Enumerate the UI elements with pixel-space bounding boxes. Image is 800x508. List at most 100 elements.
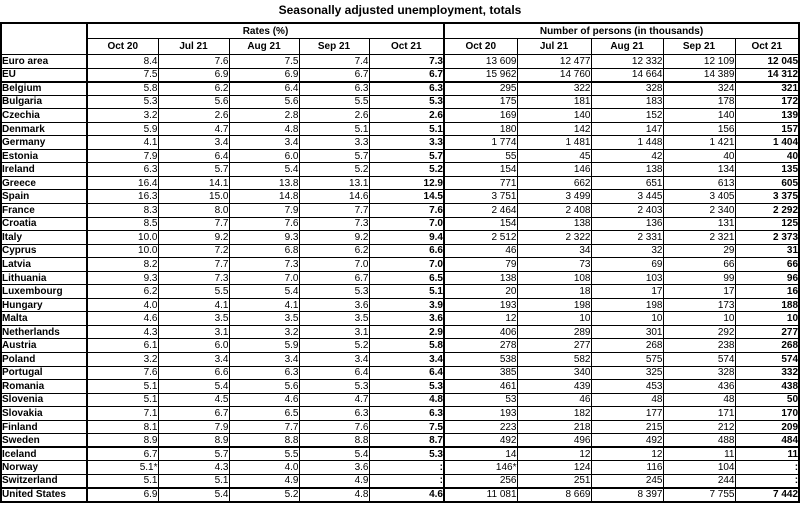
persons-cell: 322: [516, 80, 592, 96]
persons-cell: 20: [443, 284, 518, 299]
persons-cell: 183: [590, 94, 664, 110]
persons-cell: 7 755: [662, 487, 736, 503]
rate-cell: 4.9: [228, 473, 300, 489]
table-row: Austria 6.1 6.0 5.9 5.2 5.8 278 277 268 238 268: [0, 338, 800, 354]
rate-cell: 14.5: [368, 189, 445, 204]
persons-cell: 10: [734, 311, 800, 326]
persons-cell: 292: [662, 324, 736, 340]
rate-cell: 9.3: [228, 230, 300, 245]
rate-cell: :: [368, 473, 445, 489]
rate-cell: 2.9: [368, 324, 445, 340]
rate-cell: 13.8: [228, 175, 300, 191]
persons-cell: 173: [662, 297, 736, 313]
rate-cell: 8.4: [86, 54, 159, 69]
rate-cell: 8.2: [86, 257, 159, 272]
table-row: Belgium 5.8 6.2 6.4 6.3 6.3 295 322 328 324 321: [0, 80, 800, 96]
table-row: Denmark 5.9 4.7 4.8 5.1 5.1 180 142 147 156 157: [0, 121, 800, 137]
table-row: Finland 8.1 7.9 7.7 7.6 7.5 223 218 215 212 209: [0, 419, 800, 435]
persons-cell: 198: [516, 297, 592, 313]
persons-cell: 613: [662, 175, 736, 191]
rate-cell: 5.8: [86, 80, 159, 96]
country-cell: Portugal: [0, 365, 88, 381]
rate-cell: 3.5: [157, 311, 230, 326]
country-cell: Bulgaria: [0, 94, 88, 110]
persons-cell: :: [734, 460, 800, 475]
persons-cell: 218: [516, 419, 592, 435]
rate-cell: 8.0: [157, 203, 230, 218]
rate-cell: 6.8: [228, 243, 300, 259]
rate-cell: 9.2: [298, 230, 370, 245]
persons-cell: 289: [516, 324, 592, 340]
persons-cell: 14 664: [590, 67, 664, 83]
persons-cell: 139: [734, 108, 800, 123]
rate-cell: 3.9: [368, 297, 445, 313]
persons-cell: 2 464: [443, 203, 518, 218]
persons-cell: 53: [443, 392, 518, 408]
rate-cell: 3.5: [228, 311, 300, 326]
persons-cell: 301: [590, 324, 664, 340]
rate-cell: 7.2: [157, 243, 230, 259]
rate-cell: 7.6: [298, 419, 370, 435]
country-cell: Latvia: [0, 257, 88, 272]
persons-cell: 140: [662, 108, 736, 123]
table-row: Cyprus 10.0 7.2 6.8 6.2 6.6 46 34 32 29 31: [0, 243, 800, 259]
country-cell: Slovenia: [0, 392, 88, 408]
persons-cell: 238: [662, 338, 736, 354]
table-row: Greece 16.4 14.1 13.8 13.1 12.9 771 662 651 613 60…: [0, 175, 800, 191]
persons-cell: 492: [590, 433, 664, 448]
rate-cell: 6.3: [298, 80, 370, 96]
rate-cell: 8.8: [298, 433, 370, 448]
rate-cell: 7.5: [228, 54, 300, 69]
unemployment-table: Rates (%) Number of persons (in thousand…: [0, 22, 800, 503]
rate-cell: 3.3: [298, 135, 370, 150]
persons-cell: 177: [590, 406, 664, 421]
table-row: Netherlands 4.3 3.1 3.2 3.1 2.9 406 289 301 292 27…: [0, 324, 800, 340]
persons-cell: 209: [734, 419, 800, 435]
rate-cell: 2.6: [368, 108, 445, 123]
persons-cell: 538: [443, 352, 518, 367]
table-row: Ireland 6.3 5.7 5.4 5.2 5.2 154 146 138 134 135: [0, 162, 800, 177]
persons-cell: 1 421: [662, 135, 736, 150]
persons-cell: 29: [662, 243, 736, 259]
persons-cell: 325: [590, 365, 664, 381]
persons-cell: 142: [516, 121, 592, 137]
persons-cell: 496: [516, 433, 592, 448]
rate-cell: 6.6: [157, 365, 230, 381]
persons-cell: 14 389: [662, 67, 736, 83]
rate-cell: 5.3: [298, 379, 370, 394]
persons-cell: 1 404: [734, 135, 800, 150]
persons-cell: 42: [590, 148, 664, 164]
rate-cell: 7.9: [228, 203, 300, 218]
persons-cell: 8 397: [590, 487, 664, 503]
table-row: France 8.3 8.0 7.9 7.7 7.6 2 464 2 408 2 403 2 34…: [0, 203, 800, 218]
rate-cell: 7.0: [298, 257, 370, 272]
persons-cell: 277: [734, 324, 800, 340]
country-cell: Italy: [0, 230, 88, 245]
persons-cell: 69: [590, 257, 664, 272]
rate-cell: 3.3: [368, 135, 445, 150]
table-row: Czechia 3.2 2.6 2.8 2.6 2.6 169 140 152 140 139: [0, 108, 800, 123]
persons-cell: 651: [590, 175, 664, 191]
table-row: Slovakia 7.1 6.7 6.5 6.3 6.3 193 182 177 171 170: [0, 406, 800, 421]
rate-cell: 4.1: [157, 297, 230, 313]
rate-cell: 6.2: [157, 80, 230, 96]
persons-cell: 2 512: [443, 230, 518, 245]
rate-cell: 9.2: [157, 230, 230, 245]
persons-cell: 662: [516, 175, 592, 191]
rate-cell: 5.1*: [86, 460, 159, 475]
rate-cell: 5.1: [86, 379, 159, 394]
rate-cell: 6.3: [86, 162, 159, 177]
rate-cell: 4.1: [86, 135, 159, 150]
rate-cell: 4.0: [86, 297, 159, 313]
persons-cell: 436: [662, 379, 736, 394]
persons-cell: 103: [590, 270, 664, 286]
rate-cell: 4.3: [86, 324, 159, 340]
country-cell: France: [0, 203, 88, 218]
rate-cell: 6.0: [157, 338, 230, 354]
persons-month-header: Aug 21: [590, 38, 664, 55]
rate-cell: 3.4: [157, 352, 230, 367]
persons-cell: 12: [443, 311, 518, 326]
table-row: Luxembourg 6.2 5.5 5.4 5.3 5.1 20 18 17 17 16: [0, 284, 800, 299]
persons-cell: 8 669: [516, 487, 592, 503]
country-cell: Lithuania: [0, 270, 88, 286]
